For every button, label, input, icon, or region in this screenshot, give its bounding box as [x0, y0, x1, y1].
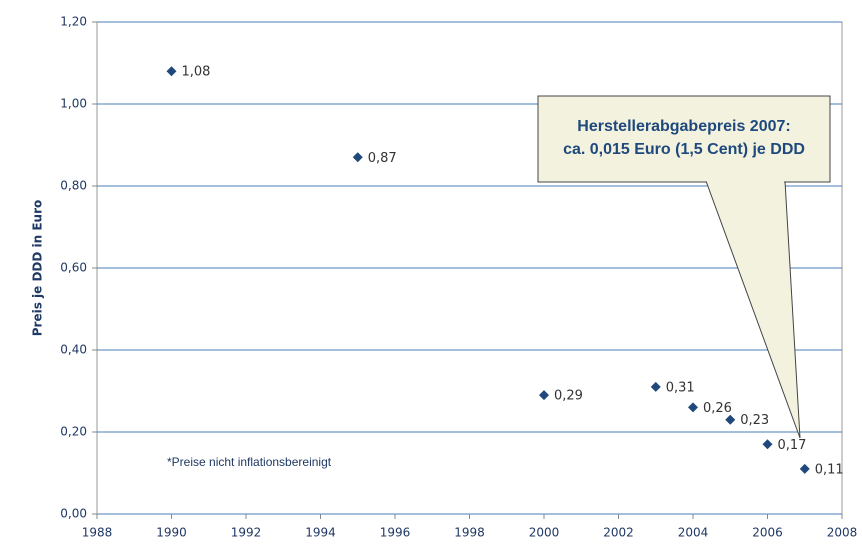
data-label: 0,23 [740, 413, 769, 428]
y-axis-label: Preis je DDD in Euro [31, 200, 45, 337]
y-tick-label: 0,20 [60, 425, 87, 439]
callout-box [537, 95, 831, 183]
x-tick-label: 1994 [305, 526, 336, 540]
data-label: 0,31 [666, 380, 695, 395]
marker [539, 390, 549, 401]
y-tick-label: 1,00 [60, 97, 87, 111]
data-label: 1,08 [182, 65, 211, 80]
data-label: 0,87 [368, 151, 397, 166]
callout-line: ca. 0,015 Euro (1,5 Cent) je DDD [563, 141, 805, 158]
x-tick-label: 1988 [82, 526, 113, 540]
y-tick-label: 1,20 [60, 15, 87, 29]
marker [166, 66, 177, 77]
data-label: 0,11 [815, 462, 844, 477]
x-tick-label: 1996 [380, 526, 411, 540]
x-tick-label: 1998 [454, 526, 485, 540]
x-tick-label: 1990 [156, 526, 187, 540]
x-tick-label: 2000 [529, 526, 560, 540]
y-tick-label: 0,40 [60, 343, 87, 357]
data-label: 0,26 [703, 401, 732, 416]
data-label: 0,29 [554, 389, 583, 404]
data-label: 0,17 [778, 438, 807, 453]
y-tick-label: 0,00 [60, 507, 87, 521]
marker [799, 463, 810, 474]
y-tick-label: 0,60 [60, 261, 87, 275]
marker [725, 414, 736, 425]
callout-line: Herstellerabgabepreis 2007: [577, 118, 790, 135]
marker [352, 152, 363, 163]
x-tick-label: 2002 [603, 526, 634, 540]
marker [650, 381, 661, 392]
x-tick-label: 2008 [827, 526, 858, 540]
x-tick-label: 2004 [678, 526, 709, 540]
marker [762, 439, 773, 450]
x-tick-label: 1992 [231, 526, 262, 540]
y-tick-label: 0,80 [60, 179, 87, 193]
note: *Preise nicht inflationsbereinigt [167, 455, 332, 469]
marker [688, 402, 698, 413]
x-tick-label: 2006 [752, 526, 783, 540]
